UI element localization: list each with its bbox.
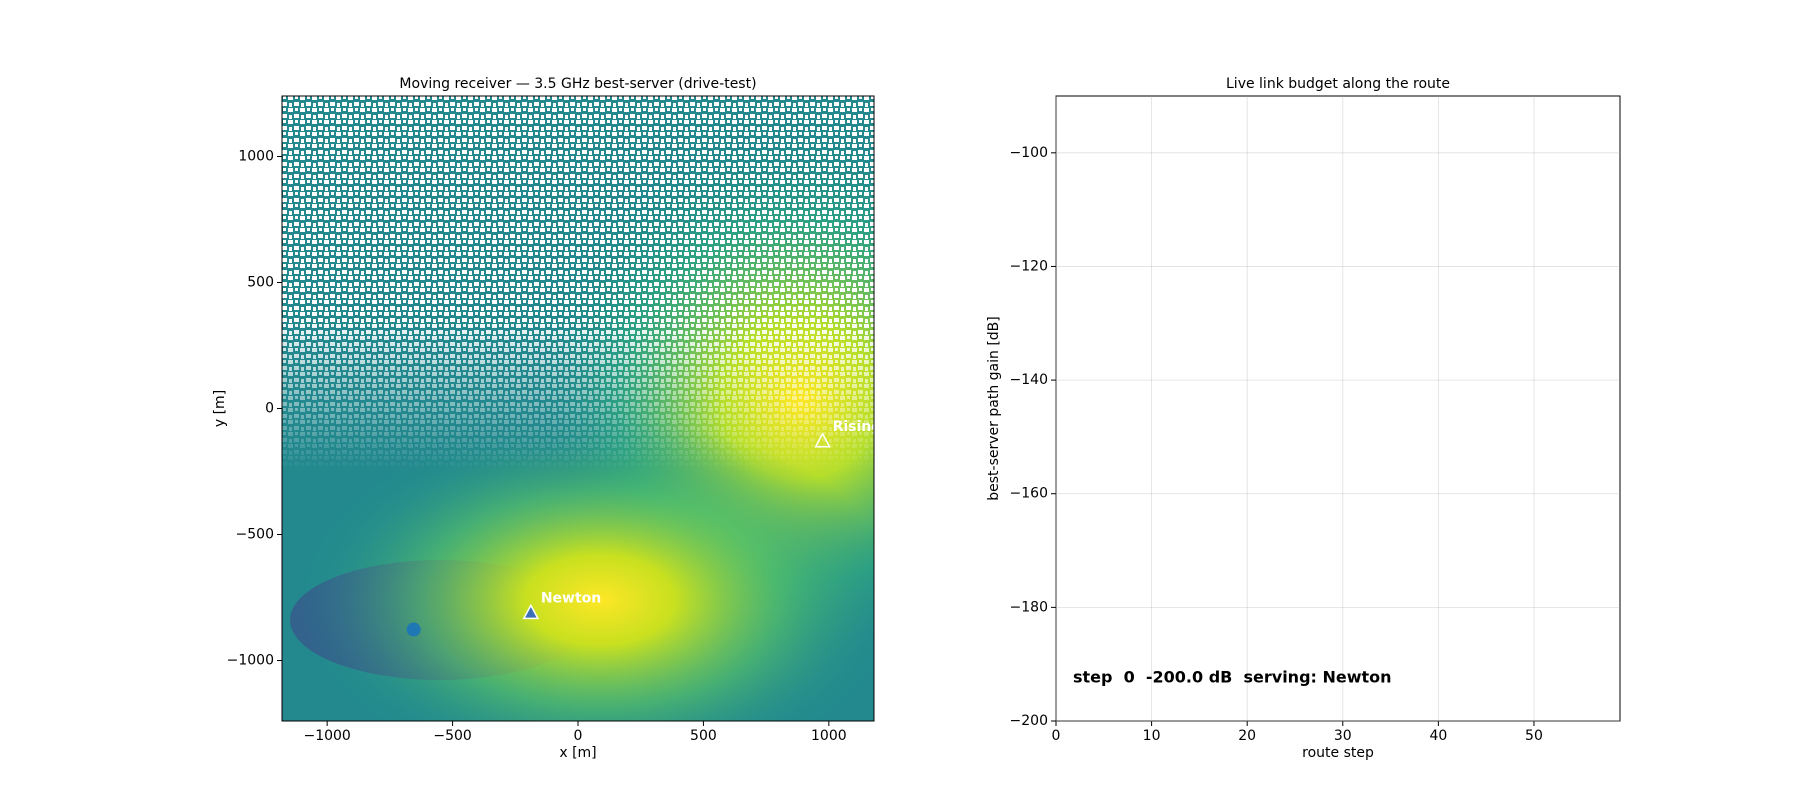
x-axis-label: route step xyxy=(1302,745,1374,761)
coverage-heatmap: Newton Rising xyxy=(282,96,882,721)
y-tick-label: −200 xyxy=(1010,713,1048,729)
chart-title: Moving receiver — 3.5 GHz best-server (d… xyxy=(399,76,756,92)
transmitter-marker xyxy=(814,432,831,448)
x-tick-label: 10 xyxy=(1143,728,1161,744)
x-tick-label: 20 xyxy=(1238,728,1256,744)
y-tick-label: 0 xyxy=(265,401,274,417)
x-tick-label: 500 xyxy=(690,728,717,744)
y-tick-label: 500 xyxy=(247,274,274,290)
transmitter-label: Rising xyxy=(833,419,882,435)
y-tick-label: −120 xyxy=(1010,258,1048,274)
x-tick-label: 30 xyxy=(1334,728,1352,744)
receiver-marker xyxy=(406,622,421,637)
y-tick-label: −500 xyxy=(236,527,274,543)
x-axis-label: x [m] xyxy=(559,745,596,761)
y-tick-label: −1000 xyxy=(227,653,274,669)
x-tick-label: −1000 xyxy=(303,728,350,744)
y-tick-label: −100 xyxy=(1010,145,1048,161)
x-tick-label: 0 xyxy=(1052,728,1061,744)
x-tick-label: 40 xyxy=(1429,728,1447,744)
y-tick-label: −140 xyxy=(1010,372,1048,388)
link-panel: Live link budget along the route route st… xyxy=(986,76,1621,761)
y-tick-label: −180 xyxy=(1010,599,1048,615)
axes-frame xyxy=(1055,95,1621,722)
x-tick-label: 0 xyxy=(574,728,583,744)
transmitter-label: Newton xyxy=(541,590,601,606)
x-tick-label: −500 xyxy=(433,728,471,744)
chart-title: Live link budget along the route xyxy=(1226,76,1450,92)
transmitter-marker xyxy=(522,603,540,620)
map-panel: Newton Rising Moving receiver — 3.5 GHz b… xyxy=(212,76,882,761)
y-tick-label: 1000 xyxy=(238,148,274,164)
y-tick-label: −160 xyxy=(1010,486,1048,502)
status-annotation: step 0 -200.0 dB serving: Newton xyxy=(1073,668,1392,687)
x-tick-label: 1000 xyxy=(811,728,847,744)
y-axis-label: y [m] xyxy=(212,390,228,427)
y-axis-label: best-server path gain [dB] xyxy=(986,316,1002,500)
x-tick-label: 50 xyxy=(1525,728,1543,744)
